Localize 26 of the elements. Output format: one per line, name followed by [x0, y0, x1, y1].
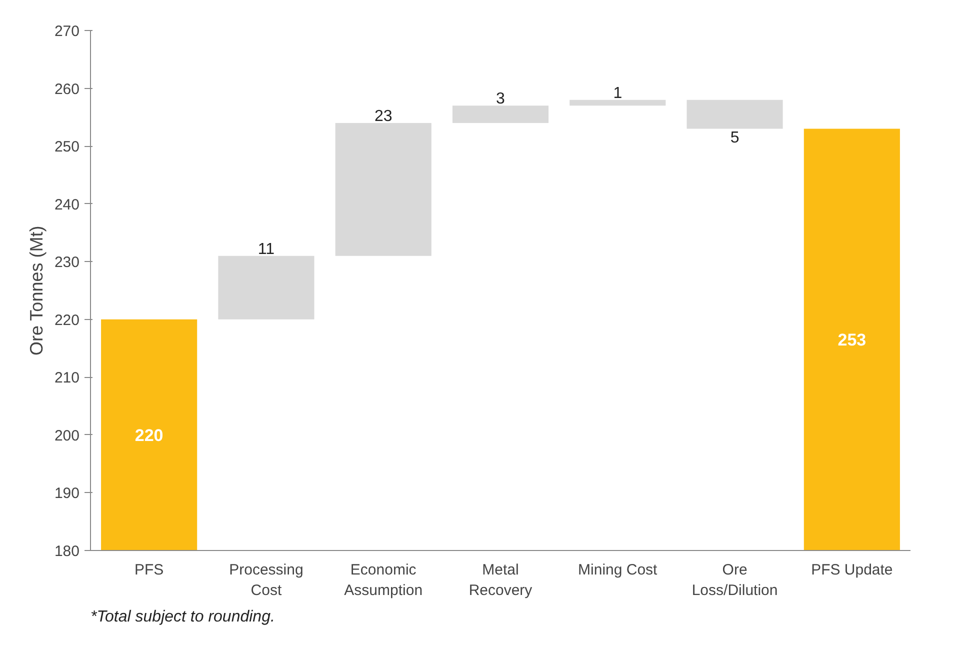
y-tick-label: 210: [54, 370, 80, 387]
y-tick-label: 190: [54, 485, 80, 502]
data-label: 1: [613, 84, 622, 102]
x-tick-label: Mining Cost: [578, 562, 658, 578]
x-tick-label: Economic Assumption: [344, 562, 423, 599]
x-tick-label: Ore Loss/Dilution: [692, 562, 778, 599]
y-axis-title: Ore Tonnes (Mt): [26, 226, 46, 356]
data-label: 5: [730, 130, 740, 147]
y-tick-label: 240: [54, 196, 80, 214]
text: *Total subject to rounding.: [90, 608, 275, 626]
data-label: 220: [134, 426, 164, 445]
y-tick-label: 250: [54, 138, 80, 156]
y-tick-label: 220: [54, 312, 80, 329]
x-tick-label: Metal Recovery: [468, 562, 533, 599]
data-label: 23: [374, 108, 392, 125]
y-tick-label: 230: [54, 254, 80, 272]
x-tick-label: Processing Cost: [229, 562, 304, 599]
y-tick-label: 270: [54, 23, 80, 40]
x-tick-label: PFS Update: [811, 562, 893, 578]
data-label: 3: [496, 90, 506, 108]
data-label: 11: [258, 240, 275, 258]
x-tick-label: PFS: [134, 562, 164, 578]
y-tick-label: 260: [54, 80, 80, 98]
y-tick-label: 180: [54, 543, 80, 560]
data-label: 253: [838, 330, 866, 350]
y-tick-label: 200: [54, 427, 80, 444]
